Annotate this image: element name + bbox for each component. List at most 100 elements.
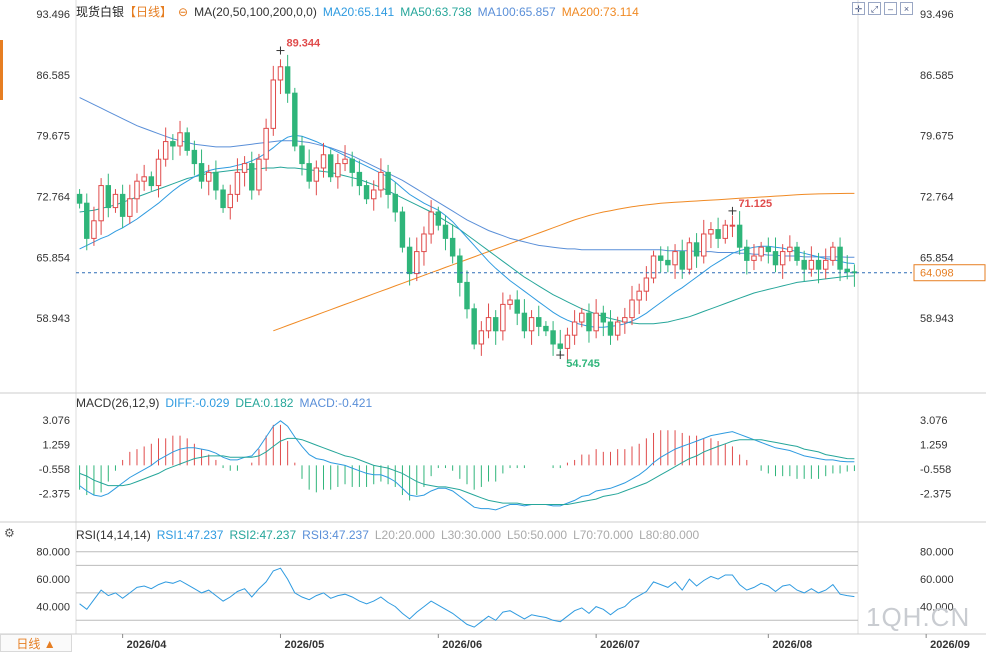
candle-body <box>270 79 277 129</box>
candle-body <box>708 229 714 235</box>
local-high-label: 71.125 <box>738 198 772 210</box>
candle-body <box>514 299 520 314</box>
close-icon[interactable]: × <box>900 2 913 15</box>
candle-body <box>693 242 700 257</box>
price-tick-left: 58.943 <box>36 313 70 325</box>
candle-body <box>837 246 843 270</box>
left-accent-bar <box>0 40 3 100</box>
candle-body <box>557 343 563 349</box>
candle-body <box>399 211 406 248</box>
candle-body <box>177 132 183 147</box>
candle-body <box>643 277 650 292</box>
rsi-tick-left: 60.000 <box>36 574 70 586</box>
candle-body <box>378 171 384 191</box>
macd-tick-left: 1.259 <box>42 439 70 451</box>
candle-body <box>421 233 427 253</box>
candle-body <box>636 290 642 301</box>
main-header: 现货白银【日线】 ⊖ MA(20,50,100,200,0,0) MA20:65.14… <box>76 3 651 20</box>
candle-body <box>593 312 599 332</box>
candle-body <box>751 255 757 261</box>
rsi-value-4: L30:30.000 <box>440 528 501 542</box>
candle-body <box>815 259 822 270</box>
candle-body <box>148 176 155 187</box>
rsi-value-2: RSI3:47.237 <box>302 528 369 542</box>
ma200-line <box>273 192 855 332</box>
price-tick-right: 86.585 <box>920 70 954 82</box>
candle-body <box>184 132 190 151</box>
time-tick-label: 2026/09 <box>930 639 970 651</box>
candle-body <box>442 224 449 239</box>
rsi-value-6: L70:70.000 <box>573 528 634 542</box>
toolbar: ✛ ⤢ – × <box>852 2 913 15</box>
minimize-icon[interactable]: – <box>884 2 897 15</box>
price-tick-left: 86.585 <box>36 70 70 82</box>
candle-body <box>543 325 549 332</box>
symbol-name: 现货白银 <box>76 5 125 19</box>
candle-body <box>320 154 327 169</box>
candle-body <box>91 220 97 239</box>
candle-body <box>112 193 119 209</box>
rsi-line <box>79 567 855 628</box>
rsi-value-1: RSI2:47.237 <box>229 528 297 542</box>
candle-body <box>363 185 370 200</box>
candle-body <box>665 259 671 266</box>
candle-body <box>84 202 90 239</box>
candle-body <box>213 171 219 191</box>
expand-icon[interactable]: ⤢ <box>868 2 881 15</box>
period-switch-button[interactable]: 日线 ▲ <box>0 634 72 652</box>
candle-body <box>356 171 363 187</box>
ma-value-3: MA200:73.114 <box>561 5 639 19</box>
candle-body <box>657 255 664 261</box>
candle-body <box>586 312 592 332</box>
candle-body <box>844 268 850 273</box>
ma100-line <box>79 97 855 258</box>
price-tick-right: 79.675 <box>920 131 954 143</box>
current-price-box <box>913 264 986 282</box>
high-label: 89.344 <box>286 38 321 50</box>
candle-body <box>672 251 678 266</box>
candle-body <box>263 127 269 160</box>
gear-icon[interactable]: ⚙ <box>4 526 15 540</box>
candle-body <box>335 163 341 178</box>
candle-body <box>830 246 836 261</box>
candle-body <box>607 321 614 336</box>
price-tick-left: 65.854 <box>36 252 70 264</box>
candle-body <box>622 317 628 323</box>
price-tick-left: 72.764 <box>36 191 70 203</box>
macd-tick-left: -0.558 <box>39 464 70 476</box>
target-icon[interactable]: ⊖ <box>178 5 189 19</box>
candle-body <box>808 259 815 270</box>
macd-label: MACD(26,12,9) <box>76 396 160 410</box>
candle-body <box>736 224 743 248</box>
candle-body <box>292 92 298 147</box>
candle-body <box>241 163 248 173</box>
price-tick-right: 93.496 <box>920 9 954 21</box>
candle-body <box>76 193 83 204</box>
candle-body <box>327 154 334 178</box>
macd-value-0: DIFF:-0.029 <box>165 396 230 410</box>
candle-body <box>471 308 477 345</box>
rsi-label: RSI(14,14,14) <box>76 528 151 542</box>
price-tick-left: 93.496 <box>36 9 70 21</box>
candle-body <box>801 259 807 270</box>
candle-body <box>686 242 693 270</box>
candle-body <box>191 149 198 165</box>
ma-value-2: MA100:65.857 <box>477 5 556 19</box>
candle-body <box>313 167 320 182</box>
candle-body <box>227 193 233 209</box>
candle-body <box>385 171 391 195</box>
crosshair-icon[interactable]: ✛ <box>852 2 865 15</box>
dea-line <box>79 437 855 505</box>
candle-body <box>485 317 492 332</box>
macd-tick-right: -0.558 <box>920 464 951 476</box>
candle-body <box>162 141 169 160</box>
candle-body <box>579 312 585 323</box>
candle-body <box>614 321 621 336</box>
candle-body <box>758 246 764 257</box>
candle-body <box>794 246 800 261</box>
rsi-tick-left: 80.000 <box>36 547 70 559</box>
candle-body <box>98 185 104 222</box>
candle-body <box>722 224 728 239</box>
ma-value-0: MA20:65.141 <box>322 5 395 19</box>
